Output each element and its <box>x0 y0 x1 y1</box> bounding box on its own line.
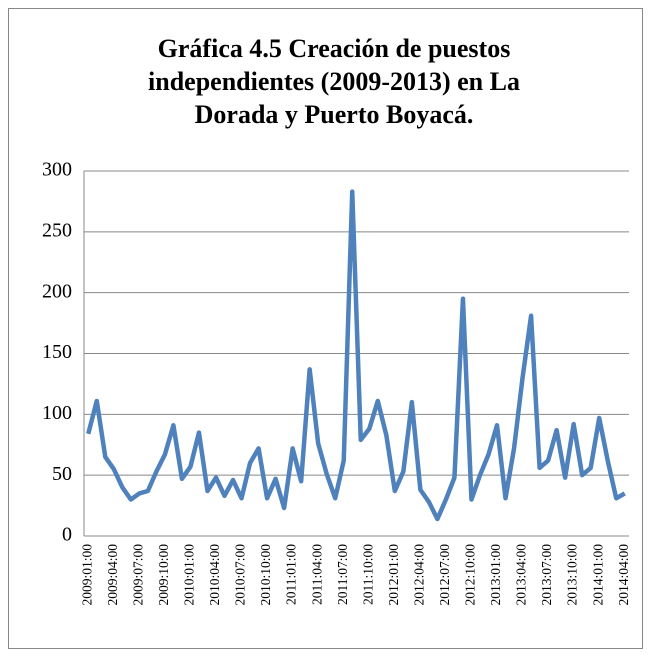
x-tick-label: 2013:01:00 <box>488 544 503 606</box>
x-tick-label: 2010:01:00 <box>182 544 197 606</box>
x-tick-label: 2009:04:00 <box>105 544 120 606</box>
y-tick-label: 0 <box>62 524 72 546</box>
x-tick-label: 2013:07:00 <box>539 544 554 606</box>
y-tick-label: 150 <box>42 341 72 363</box>
x-tick-label: 2013:04:00 <box>514 544 529 606</box>
x-tick-label: 2010:07:00 <box>233 544 248 606</box>
x-tick-label: 2011:10:00 <box>360 544 375 605</box>
y-tick-label: 100 <box>42 402 72 424</box>
x-tick-label: 2012:04:00 <box>411 544 426 606</box>
data-line <box>86 189 626 522</box>
x-tick-label: 2012:01:00 <box>386 544 401 606</box>
x-tick-label: 2011:07:00 <box>335 544 350 605</box>
y-tick-label: 50 <box>52 463 72 485</box>
chart-title: independientes (2009-2013) en La <box>148 67 520 96</box>
x-tick-label: 2009:07:00 <box>130 544 145 606</box>
chart-frame <box>8 8 643 649</box>
chart-title: Dorada y Puerto Boyacá. <box>195 100 474 129</box>
y-tick-label: 250 <box>42 219 72 241</box>
x-tick-label: 2013:10:00 <box>565 544 580 606</box>
x-tick-label: 2014:01:00 <box>590 544 605 606</box>
x-tick-label: 2014:04:00 <box>616 544 631 606</box>
x-tick-label: 2011:04:00 <box>309 544 324 605</box>
chart-title: Gráfica 4.5 Creación de puestos <box>158 34 511 63</box>
x-tick-label: 2012:07:00 <box>437 544 452 606</box>
x-tick-label: 2010:10:00 <box>258 544 273 606</box>
y-tick-label: 200 <box>42 280 72 302</box>
x-tick-label: 2009:10:00 <box>156 544 171 606</box>
x-tick-label: 2011:01:00 <box>284 544 299 605</box>
y-tick-label: 300 <box>42 159 72 181</box>
x-tick-label: 2009:01:00 <box>79 544 94 606</box>
x-tick-label: 2012:10:00 <box>463 544 478 606</box>
x-tick-label: 2010:04:00 <box>207 544 222 606</box>
